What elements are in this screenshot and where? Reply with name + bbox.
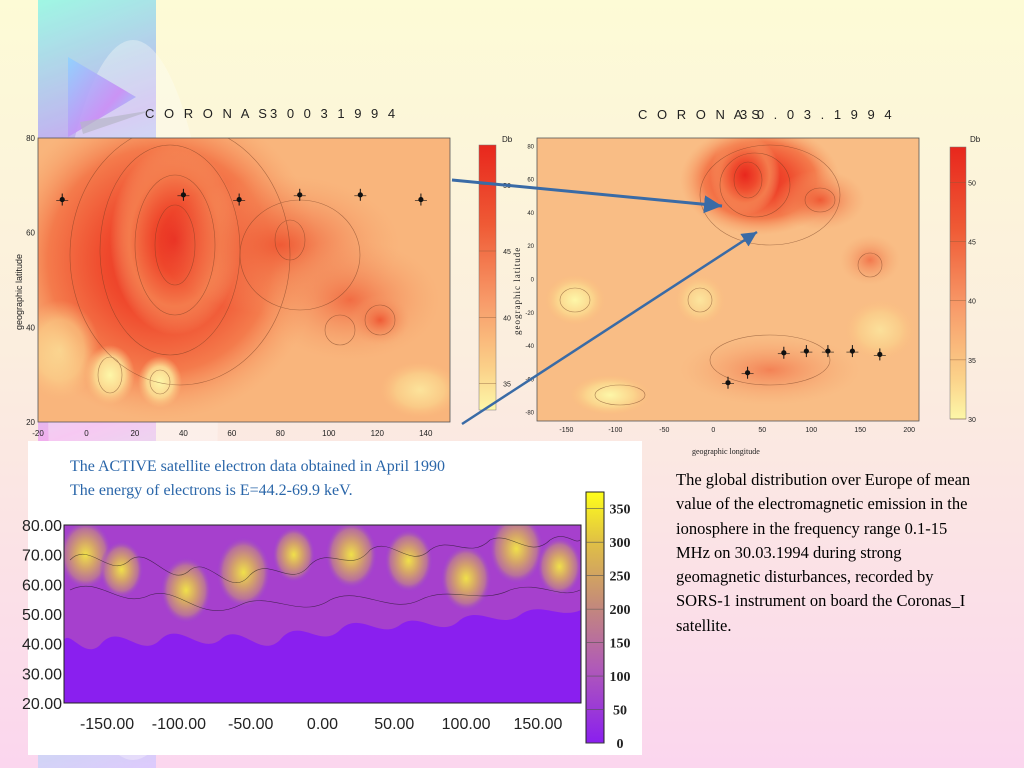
- x-tick-label: -50: [659, 427, 669, 434]
- event-marker: [800, 345, 813, 358]
- colorbar-tick-label: 0: [617, 737, 624, 752]
- active-colorbar-ticks: 350 300 250 200 150 100 50 0: [586, 503, 631, 752]
- x-tick-label: 100.00: [442, 716, 491, 733]
- left-map-date: 3 0 0 3 1 9 9 4: [270, 106, 398, 121]
- active-caption-line-1: The ACTIVE satellite electron data obtai…: [70, 458, 446, 475]
- y-tick-label: 40: [527, 211, 534, 217]
- left-map-y-ticks: 80 60 40 20: [26, 134, 35, 427]
- event-marker: [293, 188, 306, 201]
- x-tick-label: 0: [711, 427, 715, 434]
- hotspot: [99, 540, 144, 599]
- hotspot: [160, 556, 212, 624]
- event-marker: [873, 348, 886, 361]
- colorbar-tick-label: 35: [968, 358, 976, 365]
- x-tick-label: 0.00: [307, 716, 338, 733]
- left-map-markers: [56, 188, 427, 206]
- left-map-x-ticks: -20 0 20 40 60 80 100 120 140: [32, 429, 433, 438]
- description-text: The global distribution over Europe of m…: [676, 470, 971, 635]
- y-tick-label: 50.00: [22, 607, 62, 624]
- y-tick-label: 80: [527, 144, 534, 150]
- colorbar-tick-label: 300: [610, 536, 631, 551]
- active-map-y-ticks: 80.00 70.00 60.00 50.00 40.00 30.00 20.00: [22, 518, 62, 713]
- event-marker: [354, 188, 367, 201]
- event-marker: [233, 193, 246, 206]
- event-marker: [56, 193, 69, 206]
- y-tick-label: 80.00: [22, 518, 62, 535]
- event-marker: [414, 193, 427, 206]
- x-tick-label: -100.00: [152, 716, 206, 733]
- colorbar-tick-label: 200: [610, 603, 631, 618]
- y-tick-label: 60: [26, 229, 35, 238]
- x-tick-label: 150: [854, 427, 866, 434]
- active-map-x-ticks: -150.00 -100.00 -50.00 0.00 50.00 100.00 150.0…: [80, 716, 563, 733]
- hotspot: [440, 545, 492, 612]
- hotspot: [384, 528, 434, 593]
- colorbar-tick-label: 150: [610, 637, 631, 652]
- colorbar-tick-label: 100: [610, 670, 631, 685]
- x-tick-label: 140: [419, 429, 433, 438]
- x-tick-label: -100: [608, 427, 622, 434]
- x-tick-label: -150.00: [80, 716, 134, 733]
- active-map-field: [64, 525, 581, 703]
- x-tick-label: 200: [903, 427, 915, 434]
- x-tick-label: 0: [84, 429, 89, 438]
- event-marker: [177, 188, 190, 201]
- x-tick-label: 40: [179, 429, 188, 438]
- x-tick-label: 100: [805, 427, 817, 434]
- event-marker: [846, 345, 859, 358]
- colorbar-tick-label: 45: [968, 240, 976, 247]
- y-tick-label: 80: [26, 134, 35, 143]
- right-map-x-label: geographic longitude: [692, 447, 760, 456]
- y-tick-label: 20.00: [22, 696, 62, 713]
- left-map-field: [38, 138, 450, 422]
- right-colorbar-ticks: 50 45 40 35 30: [950, 180, 976, 424]
- colorbar-tick-label: 50: [613, 704, 627, 719]
- hotspot: [325, 525, 378, 589]
- y-tick-label: 60.00: [22, 577, 62, 594]
- event-marker: [777, 346, 790, 359]
- x-tick-label: -150: [559, 427, 573, 434]
- left-colorbar-unit: Db: [502, 135, 513, 144]
- x-tick-label: 120: [371, 429, 385, 438]
- colorbar-tick-label: 40: [968, 299, 976, 306]
- right-map-date: 3 0 . 0 3 . 1 9 9 4: [740, 107, 895, 122]
- colorbar-tick-label: 250: [610, 570, 631, 585]
- colorbar-tick-label: 350: [610, 503, 631, 518]
- hotspot: [272, 526, 316, 583]
- y-tick-label: 70.00: [22, 548, 62, 565]
- right-map-x-ticks: -150 -100 -50 0 50 100 150 200: [559, 427, 915, 434]
- colorbar-tick-label: 50: [968, 180, 976, 187]
- y-tick-label: 40: [26, 323, 35, 332]
- active-map-hotspots: [64, 525, 581, 624]
- y-tick-label: 30.00: [22, 666, 62, 683]
- active-colorbar: [585, 491, 605, 744]
- x-tick-label: 20: [130, 429, 139, 438]
- hotspot: [489, 525, 544, 585]
- left-map-y-label: geographic latitude: [14, 254, 24, 330]
- x-tick-label: 60: [227, 429, 236, 438]
- active-caption-line-2: The energy of electrons is E=44.2-69.9 k…: [70, 482, 353, 499]
- x-tick-label: 150.00: [513, 716, 562, 733]
- left-map-title: C O R O N A S: [145, 106, 270, 121]
- decorative-triangle-arrow-icon: [68, 57, 153, 137]
- right-map-title: C O R O N A S: [638, 107, 763, 122]
- x-tick-label: 100: [322, 429, 336, 438]
- x-tick-label: 50: [758, 427, 766, 434]
- colorbar-tick-label: 30: [968, 417, 976, 424]
- y-tick-label: 40.00: [22, 637, 62, 654]
- x-tick-label: -20: [32, 429, 44, 438]
- event-marker: [821, 345, 834, 358]
- y-tick-label: 20: [26, 418, 35, 427]
- x-tick-label: -50.00: [228, 716, 273, 733]
- right-colorbar-unit: Db: [970, 135, 981, 144]
- x-tick-label: 50.00: [374, 716, 414, 733]
- hotspot: [216, 536, 271, 609]
- hotspot: [536, 537, 581, 596]
- x-tick-label: 80: [276, 429, 285, 438]
